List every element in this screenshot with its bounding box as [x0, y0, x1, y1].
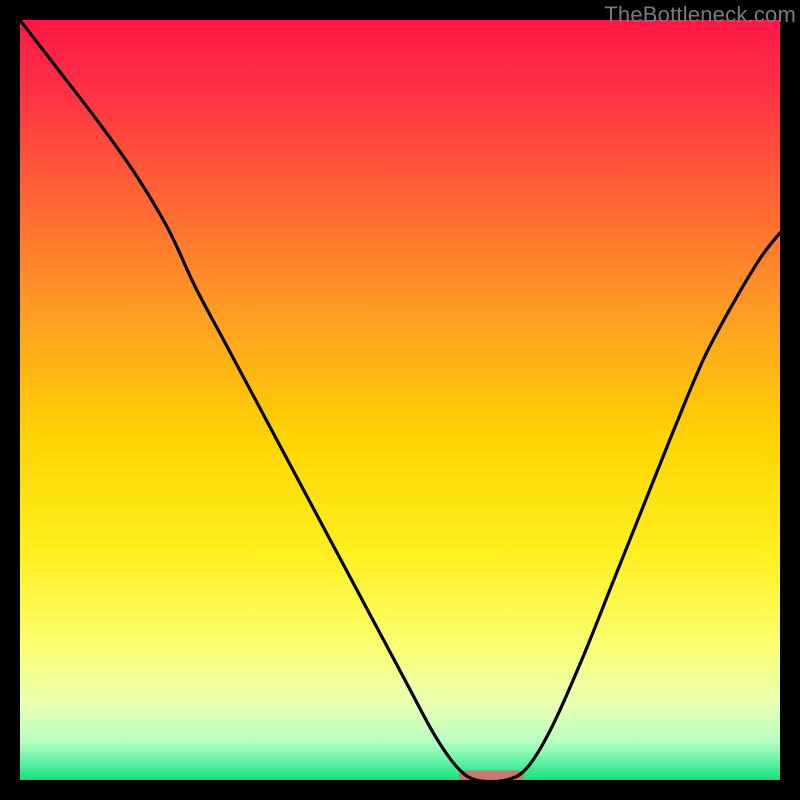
plot-area	[20, 20, 780, 780]
chart-root: TheBottleneck.com	[0, 0, 800, 800]
watermark-text: TheBottleneck.com	[604, 2, 796, 28]
plot-svg	[20, 20, 780, 780]
plot-background	[20, 20, 780, 780]
